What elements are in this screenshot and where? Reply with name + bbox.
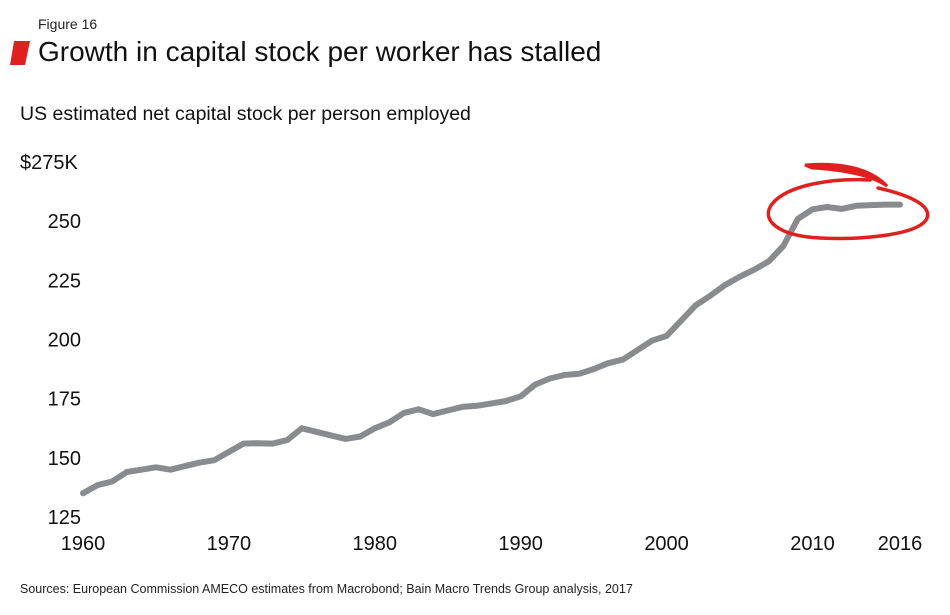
y-tick-label: 225 xyxy=(48,270,81,292)
y-axis-ticks: $275K 250 225 200 175 150 125 xyxy=(20,152,81,529)
chart-title: Growth in capital stock per worker has s… xyxy=(38,36,602,67)
title-accent-marker xyxy=(10,41,30,65)
x-axis-ticks: 1960 1970 1980 1990 2000 2010 2016 xyxy=(61,533,923,555)
chart-subtitle: US estimated net capital stock per perso… xyxy=(20,103,471,125)
y-tick-label: 250 xyxy=(48,211,81,233)
y-tick-label: 175 xyxy=(48,389,81,411)
x-tick-label: 2000 xyxy=(644,533,689,555)
y-tick-label: 200 xyxy=(48,330,81,352)
x-tick-label: 2016 xyxy=(878,533,923,555)
series-line-capital-stock xyxy=(80,201,903,497)
x-tick-label: 1960 xyxy=(61,533,106,555)
x-tick-label: 1990 xyxy=(498,533,543,555)
source-note: Sources: European Commission AMECO estim… xyxy=(20,582,633,596)
x-tick-label: 2010 xyxy=(790,533,835,555)
x-tick-label: 1980 xyxy=(353,533,398,555)
x-tick-label: 1970 xyxy=(207,533,252,555)
figure-label: Figure 16 xyxy=(38,16,98,32)
highlight-circle-annotation xyxy=(766,162,930,241)
line-chart: $275K 250 225 200 175 150 125 1960 1970 1980 1990… xyxy=(20,152,930,555)
y-tick-label: 150 xyxy=(48,448,81,470)
y-tick-label: $275K xyxy=(20,152,78,174)
y-tick-label: 125 xyxy=(48,507,81,529)
